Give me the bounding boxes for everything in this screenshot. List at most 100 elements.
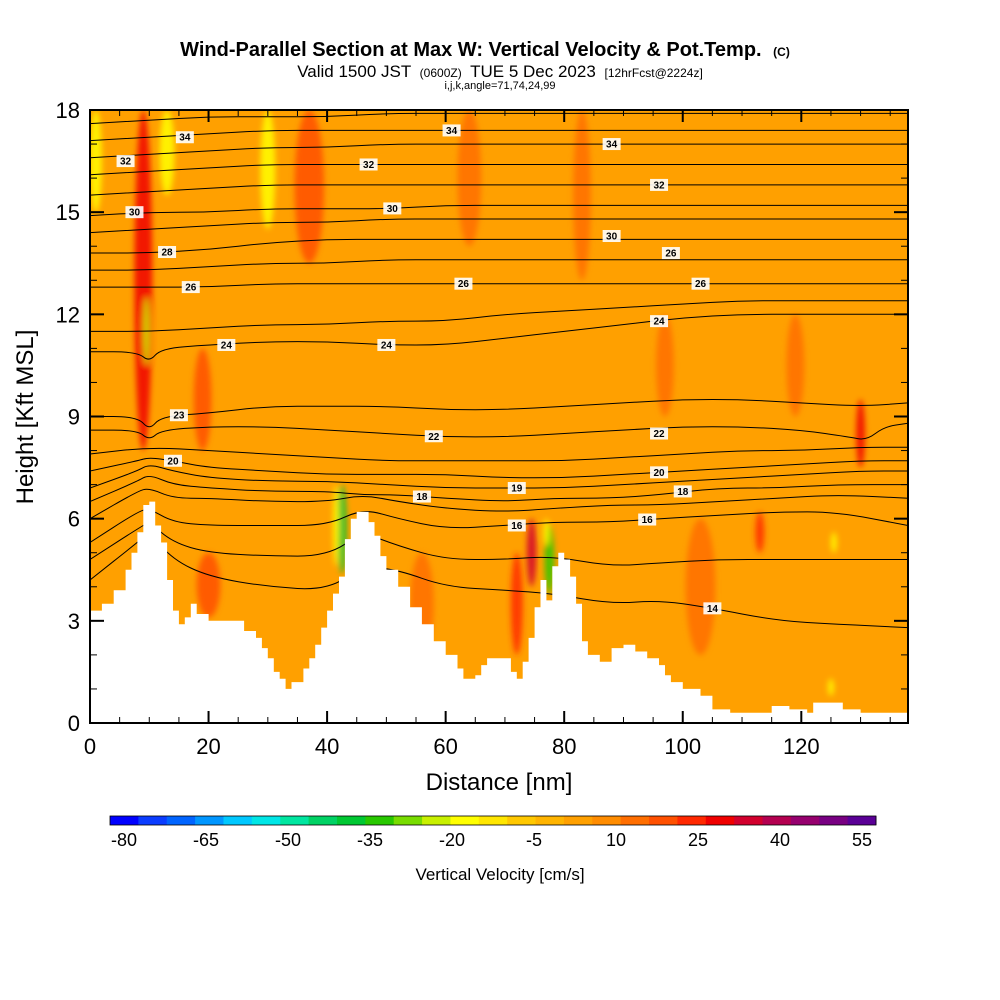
contour-label-extra-1: 30 [125, 206, 144, 219]
contour-label-extra-4-text: 20 [167, 456, 179, 467]
colorbar-swatch-19 [649, 816, 678, 825]
w-feature-1 [159, 110, 175, 196]
contour-label-32-bg [359, 158, 378, 171]
w-feature-19 [573, 110, 591, 281]
contour-label-20: 20 [650, 466, 669, 479]
y-tick-label-12: 12 [56, 302, 80, 327]
valid-date: TUE 5 Dec 2023 [470, 62, 596, 81]
contour-label-18: 18 [412, 490, 431, 503]
theta-contour-33 [90, 143, 908, 159]
x-tick-label-100: 100 [664, 734, 701, 759]
colorbar-swatch-7 [308, 816, 338, 825]
contour-label-extra-13-text: 18 [677, 487, 689, 498]
colorbar-tick-label-7: 25 [688, 830, 708, 850]
contour-label-30-text: 30 [387, 204, 399, 215]
colorbar-swatch-15 [535, 816, 565, 825]
contour-label-extra-10-bg [691, 277, 710, 290]
contour-label-20-text: 20 [653, 468, 665, 479]
w-feature-3 [90, 110, 102, 213]
theta-contour-25 [90, 300, 908, 332]
contour-label-extra-12-text: 22 [653, 429, 665, 440]
contour-label-34-text: 34 [446, 126, 458, 137]
colorbar-swatch-13 [478, 816, 508, 825]
w-feature-13 [510, 552, 523, 655]
contour-label-extra-5-bg [175, 131, 194, 144]
contour-label-extra-3-text: 24 [221, 340, 233, 351]
contour-label-extra-0-bg [116, 155, 135, 168]
contour-label-34: 34 [442, 124, 461, 137]
chart-title: Wind-Parallel Section at Max W: Vertical… [180, 39, 790, 61]
y-tick-label-18: 18 [56, 98, 80, 123]
w-feature-4 [260, 110, 276, 230]
contour-label-extra-7-text: 32 [653, 180, 665, 191]
plot-frame [89, 109, 909, 724]
contour-label-extra-14: 16 [507, 519, 526, 532]
colorbar-swatch-5 [251, 816, 281, 825]
colorbar-tick-label-4: -20 [439, 830, 465, 850]
colorbar-tick-label-8: 40 [770, 830, 790, 850]
y-tick-label-9: 9 [68, 405, 80, 430]
contour-label-19-bg [507, 482, 526, 495]
colorbar-swatch-14 [507, 816, 537, 825]
contour-label-extra-7: 32 [650, 178, 669, 191]
colorbar-tick-label-3: -35 [357, 830, 383, 850]
w-feature-22 [786, 314, 805, 417]
vertical-velocity-features [90, 110, 866, 696]
contour-label-extra-11: 24 [650, 315, 669, 328]
theta-contour-19 [90, 465, 908, 489]
contour-label-26-bg [454, 277, 473, 290]
colorbar-tick-label-6: 10 [606, 830, 626, 850]
contour-label-extra-10-text: 26 [695, 279, 707, 290]
w-feature-12 [543, 518, 550, 546]
contour-label-extra-8-text: 30 [606, 232, 618, 243]
contour-label-extra-10: 26 [691, 277, 710, 290]
colorbar-frame [109, 815, 877, 826]
theta-contour-21 [90, 446, 908, 462]
theta-contour-23 [90, 398, 908, 428]
contour-label-extra-9-bg [661, 247, 680, 260]
theta-contour-32 [90, 164, 908, 176]
potential-temperature-contours [90, 112, 908, 629]
w-feature-21 [685, 518, 716, 655]
colorbar-swatch-17 [592, 816, 622, 825]
contour-label-19: 19 [507, 482, 526, 495]
contour-label-23-text: 23 [173, 411, 185, 422]
y-tick-label-6: 6 [68, 507, 80, 532]
contour-label-14-text: 14 [707, 604, 719, 615]
contour-label-32-text: 32 [363, 160, 375, 171]
theta-contour-16 [90, 509, 908, 543]
theta-contour-34 [90, 129, 908, 142]
colorbar-swatch-24 [790, 816, 820, 825]
contour-label-extra-5-text: 34 [179, 133, 191, 144]
contour-label-14: 14 [703, 602, 722, 615]
colorbar-swatch-0 [110, 816, 139, 825]
colorbar-swatch-10 [393, 816, 423, 825]
contour-label-extra-2: 26 [181, 281, 200, 294]
valid-time-line: Valid 1500 JST (0600Z) TUE 5 Dec 2023 [1… [297, 62, 703, 81]
colorbar-swatch-1 [138, 816, 168, 825]
colorbar: -80 -65 -50 -35 -20 -5 10 25 40 55 [109, 815, 877, 850]
colorbar-swatch-22 [734, 816, 764, 825]
contour-label-extra-11-text: 24 [653, 317, 665, 328]
contour-label-28-bg [158, 246, 177, 259]
forecast-info: [12hrFcst@2224z] [605, 66, 703, 80]
theta-contour-24 [90, 313, 908, 360]
contour-label-extra-6-text: 34 [606, 140, 618, 151]
contour-label-extra-1-text: 30 [129, 208, 141, 219]
colorbar-swatch-20 [677, 816, 707, 825]
w-feature-16 [827, 678, 834, 696]
contour-label-extra-2-bg [181, 281, 200, 294]
x-tick-label-60: 60 [433, 734, 457, 759]
contour-label-24-text: 24 [381, 340, 393, 351]
colorbar-swatch-16 [563, 816, 593, 825]
w-feature-15 [856, 399, 866, 468]
contour-label-16-bg [638, 513, 657, 526]
contour-label-extra-6-bg [602, 138, 621, 151]
contour-label-24: 24 [377, 338, 396, 351]
colorbar-swatch-8 [336, 816, 366, 825]
chart-title-units: (C) [773, 45, 790, 59]
grid-info: i,j,k,angle=71,74,24,99 [444, 80, 555, 92]
colorbar-swatch-4 [223, 816, 253, 825]
contour-label-18-bg [412, 490, 431, 503]
colorbar-swatch-25 [819, 816, 849, 825]
